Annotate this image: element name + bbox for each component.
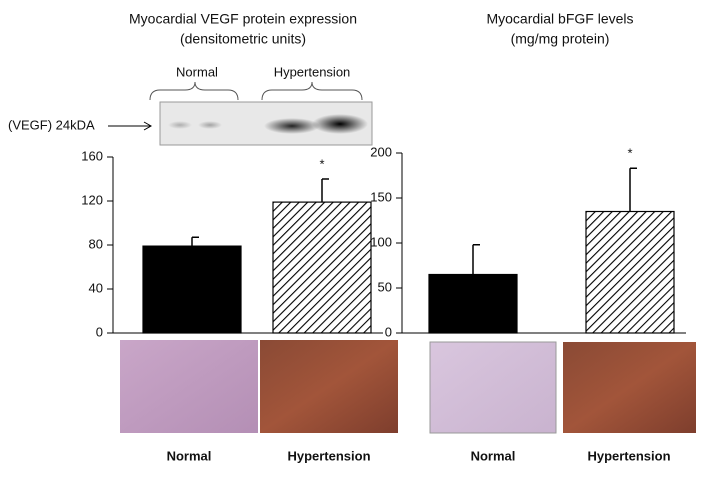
error-bar — [321, 178, 329, 203]
blot-band — [264, 118, 320, 134]
y-tick-label: 0 — [385, 324, 392, 339]
x-category-label: Normal — [471, 448, 516, 463]
significance-marker: * — [319, 156, 324, 171]
blot-label: (VEGF) 24kDA — [8, 117, 95, 132]
error-bar — [191, 236, 199, 247]
y-tick-label: 50 — [378, 279, 392, 294]
histology-image — [429, 341, 557, 434]
chart-subtitle: (densitometric units) — [180, 31, 306, 47]
blot-band — [312, 114, 368, 134]
histology-image — [260, 340, 398, 433]
y-tick-label: 150 — [370, 189, 392, 204]
y-tick-label: 40 — [89, 280, 103, 295]
blot-lane-label: Hypertension — [274, 64, 351, 79]
chart-title: Myocardial bFGF levels — [486, 11, 633, 27]
blot-lane-label: Normal — [176, 64, 218, 79]
significance-marker: * — [627, 146, 632, 161]
bar — [142, 245, 242, 334]
x-category-label: Hypertension — [587, 448, 670, 463]
histology-image — [120, 340, 258, 433]
bar — [428, 273, 518, 334]
y-tick-label: 200 — [370, 144, 392, 159]
x-category-label: Normal — [167, 448, 212, 463]
brace — [261, 81, 363, 101]
bar — [272, 201, 372, 334]
y-tick-label: 100 — [370, 234, 392, 249]
y-tick-label: 0 — [96, 324, 103, 339]
x-category-label: Hypertension — [287, 448, 370, 463]
chart-title: Myocardial VEGF protein expression — [129, 11, 357, 27]
y-tick-label: 80 — [89, 236, 103, 251]
y-tick-label: 160 — [81, 148, 103, 163]
y-tick-label: 120 — [81, 192, 103, 207]
error-bar — [472, 244, 480, 275]
error-bar — [629, 167, 637, 212]
arrow — [108, 121, 153, 131]
blot-band — [198, 121, 222, 129]
chart-subtitle: (mg/mg protein) — [511, 31, 610, 47]
bar — [585, 210, 675, 334]
blot-band — [168, 121, 192, 129]
brace — [149, 81, 239, 101]
histology-image — [563, 342, 696, 433]
